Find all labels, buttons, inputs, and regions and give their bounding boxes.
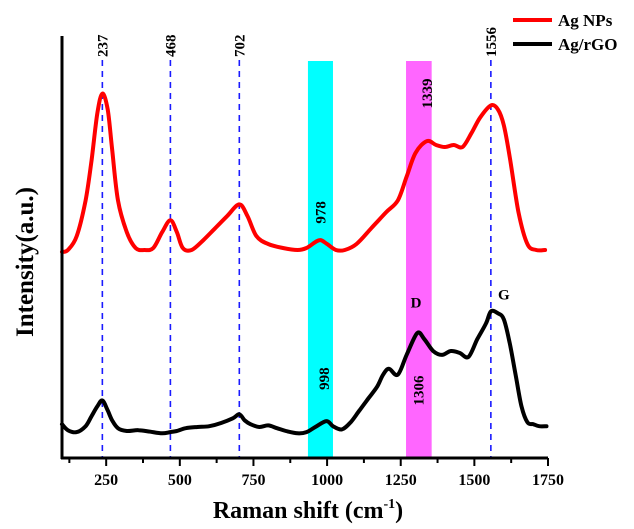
peak-label-702: 702 bbox=[232, 35, 248, 58]
series-line-ag-rgo bbox=[60, 308, 549, 436]
x-ticks: 250 500 750 1000 1250 1500 1750 bbox=[68, 458, 564, 489]
x-tick-label-1250: 1250 bbox=[385, 472, 417, 489]
highlight-bands bbox=[307, 61, 432, 458]
y-axis-title: Intensity(a.u.) bbox=[12, 187, 39, 337]
annotation-1339: 1339 bbox=[420, 79, 436, 109]
annotation-d: D bbox=[411, 295, 422, 311]
peak-label-468: 468 bbox=[163, 35, 179, 58]
legend-label-1: Ag NPs bbox=[558, 11, 613, 30]
x-tick-label-750: 750 bbox=[241, 472, 265, 489]
x-axis-title-superscript: -1 bbox=[383, 497, 395, 512]
peak-reference-lines bbox=[101, 60, 492, 458]
legend: Ag NPs Ag/rGO bbox=[513, 11, 618, 54]
peak-label-1556: 1556 bbox=[484, 27, 500, 58]
peak-labels: 237 468 702 1556 978 1339 998 1306 D G bbox=[95, 27, 510, 406]
x-axis-title-close: ) bbox=[395, 498, 403, 524]
x-tick-label-1750: 1750 bbox=[532, 472, 564, 489]
peak-label-237: 237 bbox=[95, 34, 111, 57]
legend-label-2: Ag/rGO bbox=[558, 35, 618, 54]
x-tick-label-500: 500 bbox=[168, 472, 192, 489]
x-tick-label-1000: 1000 bbox=[311, 472, 343, 489]
annotation-g: G bbox=[498, 287, 510, 303]
series-lines bbox=[60, 91, 549, 436]
x-tick-label-250: 250 bbox=[94, 472, 118, 489]
highlight-band-1 bbox=[307, 61, 333, 458]
annotation-1306: 1306 bbox=[411, 375, 427, 406]
x-axis-title-main: Raman shift (cm bbox=[213, 498, 384, 524]
series-line-ag-nps bbox=[60, 91, 548, 254]
x-tick-label-1500: 1500 bbox=[458, 472, 490, 489]
highlight-band-2 bbox=[406, 61, 432, 458]
x-axis-title: Raman shift (cm-1) bbox=[213, 497, 403, 524]
annotation-998: 998 bbox=[317, 367, 333, 390]
annotation-978: 978 bbox=[314, 201, 330, 224]
